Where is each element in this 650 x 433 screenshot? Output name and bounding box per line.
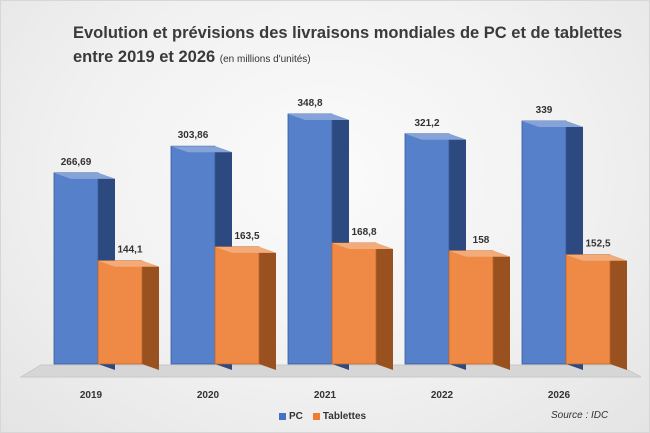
chart-legend: PC Tablettes [279,411,372,422]
bar-top [288,114,349,120]
data-label-tablettes-2026: 152,5 [585,239,610,250]
bar-top [332,243,393,250]
bar-front [214,246,260,365]
bar-top [215,246,276,253]
bar-front [331,242,377,365]
legend-item-pc: PC [279,411,303,422]
data-label-tablettes-2019: 144,1 [117,245,142,256]
x-tick-label-2021: 2021 [314,390,337,401]
data-label-tablettes-2022: 158 [473,235,490,246]
title-main: Evolution et prévisions des livraisons m… [73,24,623,66]
bar-top [54,172,115,179]
bar-side [259,246,276,370]
chart-title: Evolution et prévisions des livraisons m… [73,21,633,72]
legend-label-pc: PC [289,411,303,422]
bar-side [610,254,627,370]
bar-side [493,250,510,370]
bar-top [449,250,510,257]
data-label-pc-2020: 303,86 [178,130,209,141]
data-label-tablettes-2021: 168,8 [351,227,376,238]
bar-top [98,260,159,267]
data-label-tablettes-2020: 163,5 [234,231,259,242]
bar-front [404,133,450,365]
bar-front [97,260,143,365]
x-tick-label-2019: 2019 [80,390,103,401]
bar-tablettes-2022 [448,250,510,370]
bar-side [376,243,393,370]
bar-front [287,113,333,365]
bar-front [521,120,567,365]
legend-label-tablettes: Tablettes [322,411,367,422]
bar-pc-2022 [404,133,466,370]
bar-top [171,146,232,153]
bar-top [405,133,466,140]
x-tick-label-2022: 2022 [431,390,454,401]
bar-pc-2020 [170,145,232,370]
data-label-pc-2026: 339 [536,105,553,116]
bar-tablettes-2021 [331,242,393,370]
legend-swatch-pc [279,413,286,420]
bar-side [142,260,159,370]
x-tick-label-2020: 2020 [197,390,220,401]
bar-tablettes-2020 [214,246,276,370]
bar-top [566,254,627,261]
legend-item-tablettes: Tablettes [312,411,367,422]
title-unit: (en millions d'unités) [219,54,311,65]
x-tick-label-2026: 2026 [548,390,571,401]
bar-front [448,250,494,365]
bar-top [522,121,583,128]
data-label-pc-2019: 266,69 [61,157,92,168]
data-label-pc-2021: 348,8 [297,98,322,109]
bar-front [565,254,611,365]
bar-tablettes-2026 [565,254,627,370]
bar-front [170,145,216,365]
bar-tablettes-2019 [97,260,159,370]
legend-swatch-tablettes [312,413,320,420]
bar-front [53,172,99,365]
chart-source: Source : IDC [551,410,609,421]
data-label-pc-2022: 321,2 [414,118,439,129]
